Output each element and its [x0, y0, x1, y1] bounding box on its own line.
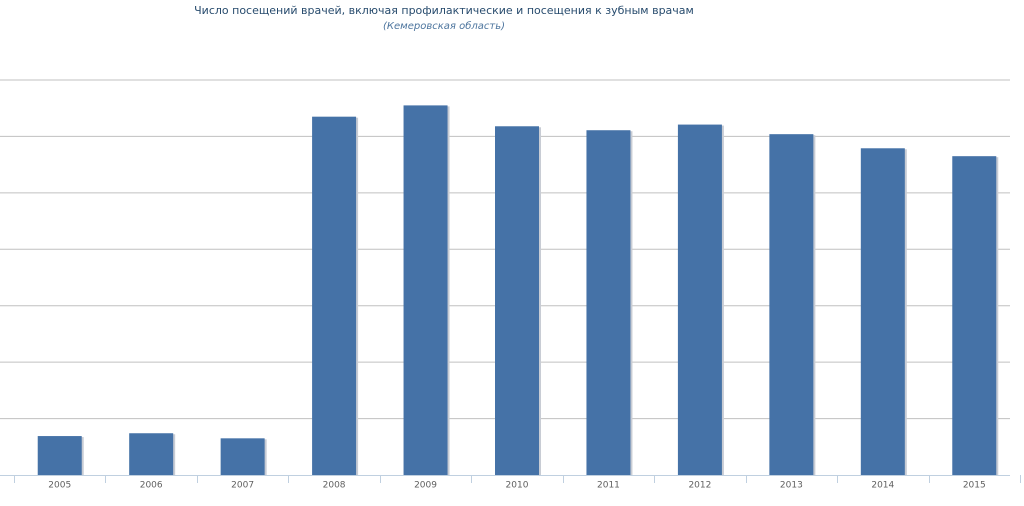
x-tick-label: 2009 — [414, 481, 437, 491]
bar — [586, 130, 631, 475]
bar — [677, 124, 722, 475]
x-tick-label: 2007 — [231, 481, 254, 491]
x-tick-label: 2011 — [597, 481, 620, 491]
bar — [312, 116, 357, 475]
x-tick-label: 2010 — [506, 481, 529, 491]
x-tick-label: 2012 — [688, 481, 711, 491]
bar — [220, 438, 265, 475]
bar — [129, 433, 174, 475]
x-tick-label: 2006 — [140, 481, 163, 491]
bar — [952, 156, 997, 475]
chart-subtitle: (Кемеровская область) — [383, 20, 505, 32]
x-tick-label: 2005 — [48, 481, 71, 491]
bar — [495, 126, 539, 476]
bar — [403, 105, 448, 476]
chart-title: Число посещений врачей, включая профилак… — [194, 4, 694, 17]
x-tick-label: 2013 — [780, 481, 803, 491]
bar — [769, 134, 814, 475]
x-tick-label: 2014 — [871, 481, 894, 491]
x-tick-label: 2015 — [963, 481, 986, 491]
bar — [37, 436, 82, 475]
bar — [860, 148, 905, 475]
x-tick-label: 2008 — [323, 481, 346, 491]
